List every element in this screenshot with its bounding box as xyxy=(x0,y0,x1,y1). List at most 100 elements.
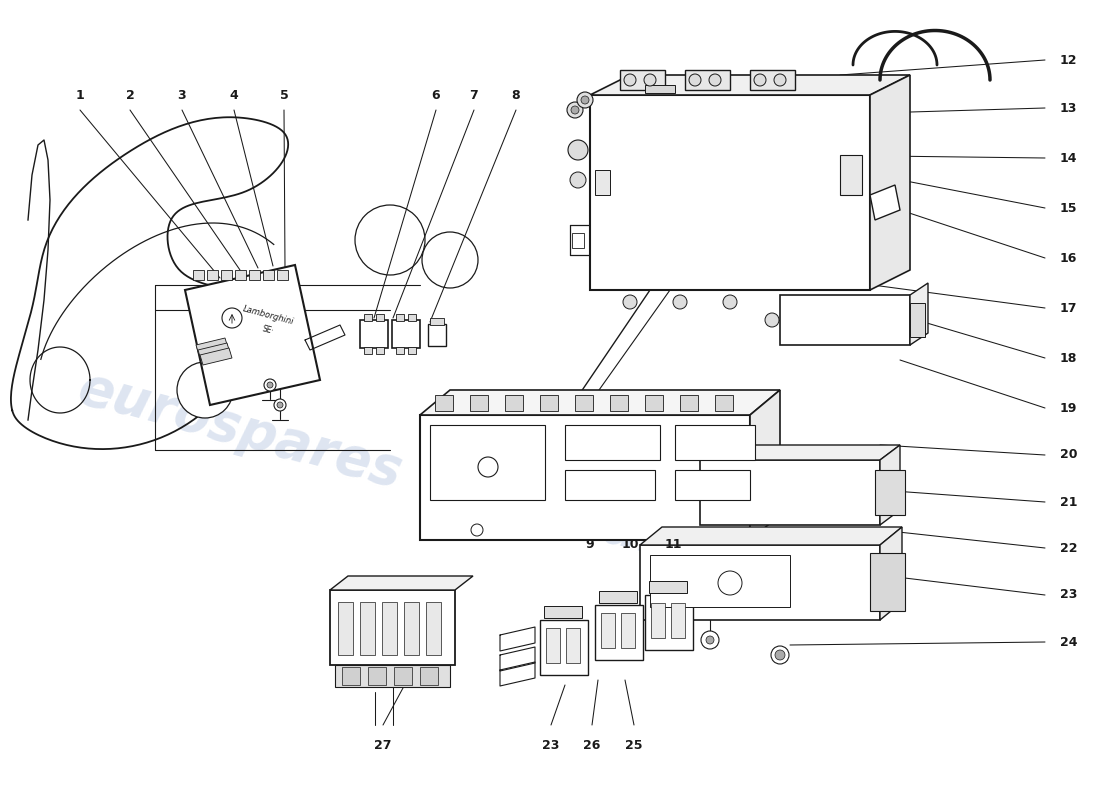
Text: SE·: SE· xyxy=(261,324,275,336)
Bar xyxy=(420,415,750,540)
Circle shape xyxy=(623,295,637,309)
Bar xyxy=(376,314,384,321)
Text: 13: 13 xyxy=(1060,102,1077,114)
Bar xyxy=(780,295,910,345)
Text: 15: 15 xyxy=(1060,202,1078,214)
Circle shape xyxy=(723,295,737,309)
Bar xyxy=(360,320,388,348)
Bar xyxy=(700,460,880,525)
Bar xyxy=(330,590,455,665)
Circle shape xyxy=(718,571,743,595)
Bar xyxy=(364,314,372,321)
Bar xyxy=(420,667,438,685)
Bar xyxy=(396,314,404,321)
Circle shape xyxy=(177,362,233,418)
Circle shape xyxy=(764,313,779,327)
Bar xyxy=(338,602,353,655)
Polygon shape xyxy=(700,445,900,460)
Bar xyxy=(540,395,558,411)
Text: 4: 4 xyxy=(230,89,239,102)
Polygon shape xyxy=(880,445,900,525)
Text: 9: 9 xyxy=(585,538,594,551)
Bar xyxy=(645,85,675,93)
Bar xyxy=(382,602,397,655)
Bar xyxy=(336,665,450,687)
Text: 3: 3 xyxy=(178,89,186,102)
Text: 22: 22 xyxy=(1060,542,1078,554)
Polygon shape xyxy=(185,265,320,405)
Circle shape xyxy=(706,636,714,644)
Text: 11: 11 xyxy=(664,538,682,551)
Text: 21: 21 xyxy=(1060,495,1078,509)
Text: 19: 19 xyxy=(1060,402,1077,414)
Circle shape xyxy=(776,650,785,660)
Bar xyxy=(394,667,412,685)
Bar xyxy=(620,70,666,90)
Bar xyxy=(249,270,260,280)
Text: 8: 8 xyxy=(512,89,520,102)
Circle shape xyxy=(754,74,766,86)
Circle shape xyxy=(568,140,588,160)
Text: eurospares: eurospares xyxy=(562,492,898,628)
Bar xyxy=(610,395,628,411)
Circle shape xyxy=(471,524,483,536)
Bar xyxy=(565,470,654,500)
Bar xyxy=(565,425,660,460)
Circle shape xyxy=(355,205,425,275)
Text: 1: 1 xyxy=(76,89,85,102)
Bar xyxy=(645,395,663,411)
Circle shape xyxy=(644,74,656,86)
Bar xyxy=(207,270,218,280)
Bar xyxy=(368,667,386,685)
Bar xyxy=(750,70,795,90)
Bar xyxy=(874,470,905,515)
Circle shape xyxy=(774,74,786,86)
Text: 12: 12 xyxy=(1060,54,1078,66)
Bar xyxy=(430,318,444,325)
Bar xyxy=(426,602,441,655)
Text: 7: 7 xyxy=(470,89,478,102)
Bar xyxy=(566,628,580,663)
Circle shape xyxy=(578,92,593,108)
Circle shape xyxy=(277,402,283,408)
Polygon shape xyxy=(420,390,780,415)
Text: 23: 23 xyxy=(1060,589,1077,602)
Bar xyxy=(434,395,453,411)
Polygon shape xyxy=(198,343,230,360)
Text: 27: 27 xyxy=(374,739,392,752)
Bar xyxy=(364,347,372,354)
Circle shape xyxy=(624,74,636,86)
Bar xyxy=(715,395,733,411)
Bar xyxy=(430,425,544,500)
Bar xyxy=(685,70,730,90)
Bar xyxy=(595,605,644,660)
Bar xyxy=(671,603,685,638)
Polygon shape xyxy=(910,283,928,345)
Bar xyxy=(544,606,582,618)
Polygon shape xyxy=(200,348,232,365)
Bar xyxy=(649,581,688,593)
Text: 10: 10 xyxy=(621,538,639,551)
Bar xyxy=(360,602,375,655)
Bar xyxy=(675,425,755,460)
Bar xyxy=(192,270,204,280)
Bar xyxy=(651,603,666,638)
Polygon shape xyxy=(750,390,780,540)
Bar xyxy=(645,595,693,650)
Bar xyxy=(540,620,589,675)
Text: 25: 25 xyxy=(625,739,642,752)
Bar xyxy=(546,628,560,663)
Text: 2: 2 xyxy=(125,89,134,102)
Bar xyxy=(600,591,637,603)
Circle shape xyxy=(267,382,273,388)
Bar xyxy=(601,613,615,648)
Polygon shape xyxy=(870,75,910,290)
Bar xyxy=(376,347,384,354)
Text: 20: 20 xyxy=(1060,449,1078,462)
Bar xyxy=(675,470,750,500)
Circle shape xyxy=(701,631,719,649)
Text: 18: 18 xyxy=(1060,351,1077,365)
Circle shape xyxy=(689,74,701,86)
Polygon shape xyxy=(880,527,902,620)
Circle shape xyxy=(274,399,286,411)
